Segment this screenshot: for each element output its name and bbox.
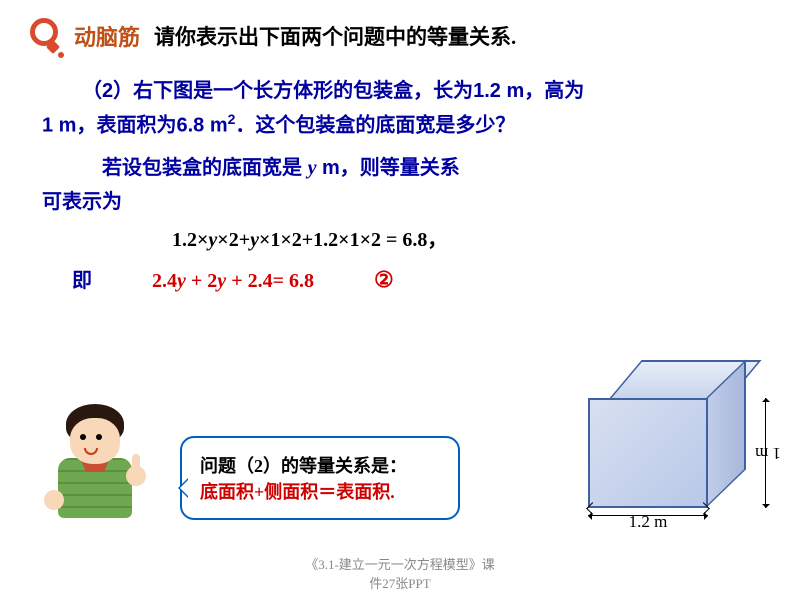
simplified-row: 即 2.4y + 2y + 2.4= 6.8 ②: [42, 264, 758, 293]
red-a: 2.4: [152, 270, 177, 292]
header: 动脑筋 请你表示出下面两个问题中的等量关系.: [0, 0, 800, 68]
height-text: 1 m: [755, 443, 781, 463]
setup-text-b: m，则等量关系: [316, 157, 459, 179]
problem-body: （2）右下图是一个长方体形的包装盒，长为1.2 m，高为 1 m，表面积为6.8…: [0, 68, 800, 293]
eq-part-b: ×2+: [217, 229, 250, 251]
width-label: 1.2 m: [588, 512, 708, 532]
section-title: 动脑筋: [74, 20, 140, 52]
eq-var-1: y: [208, 229, 217, 251]
eq-var-2: y: [250, 229, 259, 251]
red-b: + 2: [186, 270, 217, 292]
bottom-section: 问题（2）的等量关系是： 底面积+侧面积＝表面积.: [40, 400, 460, 540]
problem-line2a: 1 m，表面积为6.8 m: [42, 115, 228, 137]
section-subtitle: 请你表示出下面两个问题中的等量关系.: [154, 21, 516, 51]
problem-line2b: ．这个包装盒的底面宽是多少？: [235, 115, 515, 137]
eq-part-c: ×1×2+1.2×1×2 = 6.8，: [259, 229, 447, 251]
label-ji: 即: [72, 264, 92, 293]
question-mark-icon: [20, 12, 68, 60]
setup-line1: 若设包装盒的底面宽是 y m，则等量关系: [42, 151, 758, 185]
height-label: 1 m: [758, 398, 778, 508]
setup-line2: 可表示为: [42, 185, 758, 219]
problem-line1: （2）右下图是一个长方体形的包装盒，长为1.2 m，高为: [42, 74, 758, 108]
footer-line2: 件27张PPT: [0, 573, 800, 592]
bubble-line1: 问题（2）的等量关系是：: [200, 452, 440, 478]
equation-simplified: 2.4y + 2y + 2.4= 6.8: [152, 270, 314, 293]
speech-bubble: 问题（2）的等量关系是： 底面积+侧面积＝表面积.: [180, 436, 460, 520]
cartoon-boy: [40, 400, 150, 540]
red-var-1: y: [177, 270, 186, 292]
cuboid-diagram: 1.2 m 1 m: [580, 350, 760, 530]
setup-text: 若设包装盒的底面宽是: [102, 157, 308, 179]
red-var-2: y: [217, 270, 226, 292]
cube-front-face: [588, 398, 708, 508]
equation-number: ②: [374, 267, 394, 293]
problem-line2: 1 m，表面积为6.8 m2．这个包装盒的底面宽是多少？: [42, 108, 758, 143]
eq-part-a: 1.2×: [172, 229, 208, 251]
equation-expanded: 1.2×y×2+y×1×2+1.2×1×2 = 6.8，: [172, 223, 758, 252]
footer: 《3.1-建立一元一次方程模型》课 件27张PPT: [0, 554, 800, 592]
footer-line1: 《3.1-建立一元一次方程模型》课: [0, 554, 800, 573]
red-c: + 2.4= 6.8: [226, 270, 314, 292]
bubble-line2: 底面积+侧面积＝表面积.: [200, 478, 440, 504]
